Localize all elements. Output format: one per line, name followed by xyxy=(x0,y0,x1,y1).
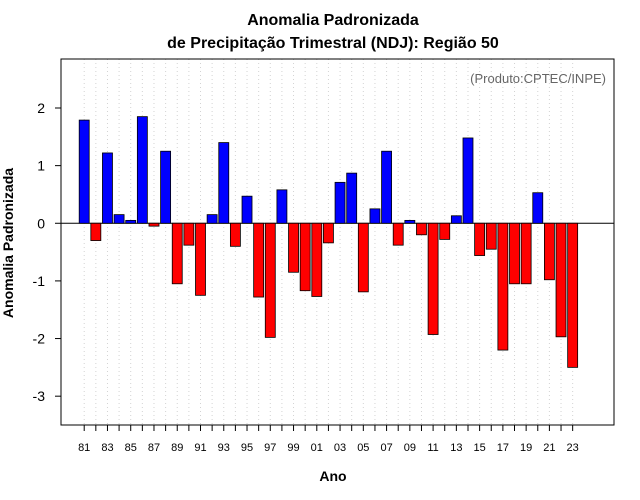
x-tick-label: 11 xyxy=(427,442,438,454)
bar-15 xyxy=(474,222,486,256)
bar-92 xyxy=(206,214,218,224)
bar-19 xyxy=(520,222,532,285)
bar-82 xyxy=(90,222,102,241)
x-tick-label: 01 xyxy=(311,442,323,454)
bar-12 xyxy=(439,222,451,240)
y-axis-label: Anomalia Padronizada xyxy=(0,168,16,318)
bar-87 xyxy=(148,222,160,227)
x-tick-label: 21 xyxy=(543,442,555,454)
x-tick-label: 05 xyxy=(357,442,369,454)
bar-09 xyxy=(404,219,416,224)
x-tick-label: 23 xyxy=(567,442,579,454)
bar-22 xyxy=(555,222,567,338)
x-tick-label: 95 xyxy=(241,442,253,454)
source-annotation: (Produto:CPTEC/INPE) xyxy=(470,71,606,86)
bar-88 xyxy=(160,150,172,224)
bar-94 xyxy=(229,222,241,247)
bar-10 xyxy=(416,222,427,236)
chart-title-line2: de Precipitação Trimestral (NDJ): Região… xyxy=(167,35,499,52)
bar-86 xyxy=(136,116,148,224)
bar-96 xyxy=(253,222,265,298)
x-tick-label: 07 xyxy=(380,442,392,454)
x-tick-label: 89 xyxy=(171,442,183,454)
grid xyxy=(83,59,574,425)
bar-95 xyxy=(241,195,253,224)
bar-01 xyxy=(311,222,323,297)
bar-02 xyxy=(323,222,334,244)
x-tick-label: 85 xyxy=(125,442,137,454)
bar-89 xyxy=(171,222,183,285)
bar-90 xyxy=(183,222,195,246)
bar-03 xyxy=(334,181,346,224)
bars xyxy=(78,116,579,368)
bar-83 xyxy=(102,152,113,224)
y-tick-label: 2 xyxy=(37,100,45,116)
bar-85 xyxy=(125,219,137,224)
x-tick-label: 93 xyxy=(218,442,230,454)
bar-84 xyxy=(113,214,125,224)
x-axis-label: Ano xyxy=(319,468,346,484)
bar-93 xyxy=(218,142,230,224)
x-tick-label: 83 xyxy=(101,442,113,454)
x-axis: 81 83 85 87 89 91 93 95 97 99 01 03 05 07 09 11 13 15 17 19… xyxy=(78,425,579,454)
x-tick-label: 13 xyxy=(450,442,462,454)
chart-title-line1: Anomalia Padronizada xyxy=(247,12,419,29)
bar-91 xyxy=(195,222,206,296)
bar-08 xyxy=(392,222,404,246)
y-tick-label: 0 xyxy=(37,215,45,231)
bar-16 xyxy=(485,222,497,250)
bar-11 xyxy=(427,222,439,335)
bar-00 xyxy=(299,222,311,292)
bar-99 xyxy=(288,222,299,273)
bar-04 xyxy=(346,172,358,224)
bar-13 xyxy=(450,215,462,224)
x-tick-label: 91 xyxy=(194,442,206,454)
bar-98 xyxy=(276,189,288,224)
plot-frame xyxy=(60,58,615,426)
bar-05 xyxy=(357,222,369,293)
y-tick-label: -3 xyxy=(33,388,46,404)
x-tick-label: 17 xyxy=(497,442,509,454)
x-tick-label: 97 xyxy=(264,442,276,454)
bar-07 xyxy=(381,150,392,224)
bar-23 xyxy=(567,222,579,368)
x-tick-label: 99 xyxy=(287,442,299,454)
y-tick-label: -1 xyxy=(33,273,46,289)
bar-20 xyxy=(532,192,544,224)
x-tick-label: 15 xyxy=(473,442,485,454)
x-tick-label: 03 xyxy=(334,442,346,454)
y-tick-label: -2 xyxy=(33,331,46,347)
bar-06 xyxy=(369,208,381,224)
bar-14 xyxy=(462,137,474,224)
x-tick-label: 87 xyxy=(148,442,160,454)
y-axis: -3 -2 -1 0 1 2 xyxy=(33,100,61,404)
y-tick-label: 1 xyxy=(37,158,45,174)
x-tick-label: 09 xyxy=(404,442,416,454)
bar-97 xyxy=(264,222,276,338)
bar-18 xyxy=(509,222,520,285)
x-tick-label: 81 xyxy=(78,442,90,454)
bar-17 xyxy=(497,222,509,351)
bar-21 xyxy=(544,222,555,281)
bar-81 xyxy=(78,119,90,224)
x-tick-label: 19 xyxy=(520,442,532,454)
